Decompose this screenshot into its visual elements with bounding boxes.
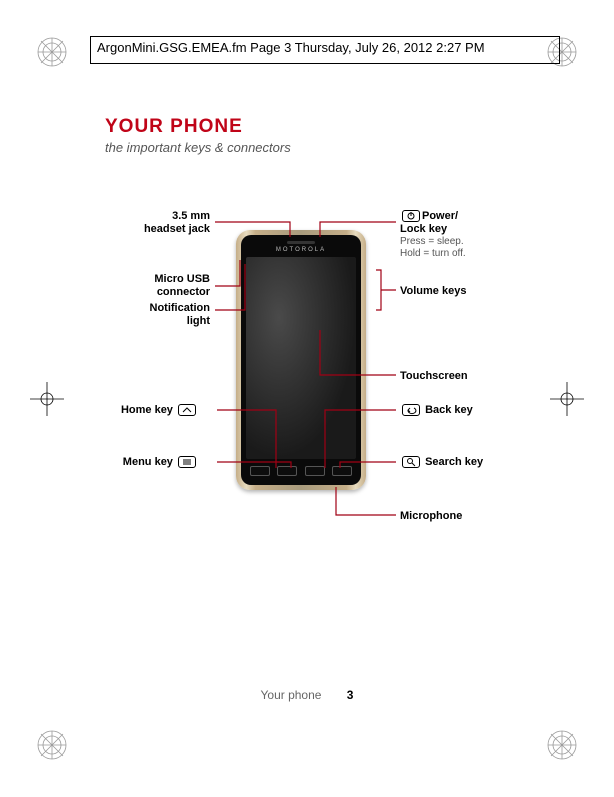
speaker-icon [287,241,315,244]
phone-button-row [246,463,356,479]
page-footer: Your phone 3 [0,688,614,702]
hw-back-icon [305,466,325,476]
label-notification-light: Notification light [110,302,210,328]
label-volume-keys: Volume keys [400,285,466,298]
crop-mark-left [30,382,64,416]
reg-mark-bl [36,729,68,761]
menu-key-icon [178,456,196,468]
footer-page-number: 3 [347,688,354,702]
phone-screen [246,257,356,459]
label-home-key: Home key [110,404,198,417]
page-subtitle: the important keys & connectors [105,140,291,155]
label-micro-usb: Micro USB connector [110,273,210,299]
document-header-text: ArgonMini.GSG.EMEA.fm Page 3 Thursday, J… [97,40,485,55]
search-key-icon [402,456,420,468]
power-key-icon [402,210,420,222]
phone-body: MOTOROLA [236,230,366,490]
home-key-icon [178,404,196,416]
label-touchscreen: Touchscreen [400,370,468,383]
label-headset-jack: 3.5 mm headset jack [110,210,210,236]
phone-diagram: MOTOROLA 3.5 mm headset jack Micro USB c… [90,200,510,580]
crop-mark-right [550,382,584,416]
reg-mark-br [546,729,578,761]
phone-bezel: MOTOROLA [241,235,361,485]
hw-menu-icon [250,466,270,476]
label-power-key: Power/ Lock key Press = sleep. Hold = tu… [400,210,510,260]
hw-search-icon [332,466,352,476]
label-menu-key: Menu key [110,456,198,469]
label-back-key: Back key [400,404,473,417]
document-header: ArgonMini.GSG.EMEA.fm Page 3 Thursday, J… [90,36,560,64]
footer-section: Your phone [261,688,322,702]
back-key-icon [402,404,420,416]
hw-home-icon [277,466,297,476]
label-microphone: Microphone [400,510,462,523]
page-title: YOUR PHONE [105,116,243,138]
label-search-key: Search key [400,456,483,469]
reg-mark-tl [36,36,68,68]
phone-brand-label: MOTOROLA [241,247,361,253]
